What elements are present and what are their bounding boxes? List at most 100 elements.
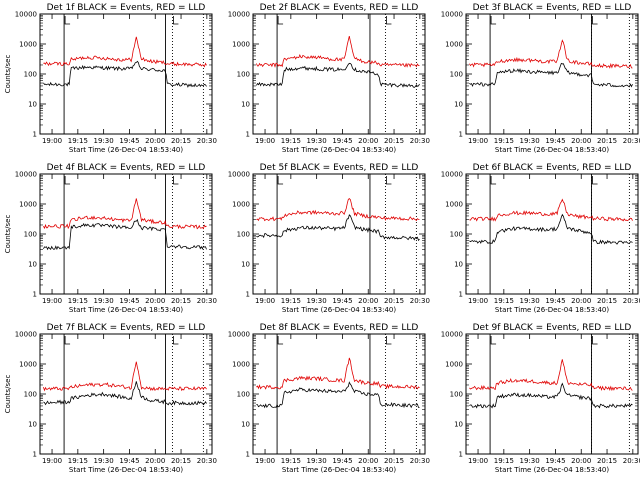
y-tick-label: 100 [237, 391, 250, 399]
panel-det-1: Det 1f BLACK = Events, RED = LLD 1 10 100 10… [4, 3, 217, 154]
x-tick-label: 20:00 [571, 457, 591, 465]
lld-series-line [43, 361, 207, 392]
x-tick-label: 20:30 [623, 457, 640, 465]
x-tick-label: 20:30 [410, 297, 430, 305]
x-tick-label: 19:15 [494, 457, 514, 465]
y-tick-label: 1 [246, 131, 250, 139]
marker-bracket [490, 336, 497, 345]
events-series-line [256, 381, 420, 409]
x-tick-label: 20:00 [145, 457, 165, 465]
marker-bracket [386, 16, 392, 25]
panel-det-2: Det 2f BLACK = Events, RED = LLD 1 10 100 10… [228, 3, 430, 154]
marker-bracket [490, 176, 497, 185]
x-tick-label: 19:45 [119, 297, 139, 305]
x-tick-label: 19:45 [545, 297, 565, 305]
x-tick-label: 19:30 [520, 137, 540, 145]
y-tick-label: 10 [28, 101, 37, 109]
events-series-line [469, 382, 633, 409]
panel-title: Det 7f BLACK = Events, RED = LLD [47, 323, 206, 333]
x-tick-label: 20:30 [623, 297, 640, 305]
x-tick-label: 19:00 [255, 137, 275, 145]
marker-bracket [64, 16, 71, 25]
x-tick-label: 19:15 [68, 457, 88, 465]
plot-frame [465, 13, 639, 135]
plot-frame [39, 173, 213, 295]
y-tick-label: 1000 [232, 41, 250, 49]
marker-bracket [386, 176, 392, 185]
x-tick-label: 19:45 [119, 457, 139, 465]
lld-series-line [256, 357, 420, 390]
x-tick-label: 20:00 [571, 137, 591, 145]
x-tick-label: 19:30 [307, 457, 327, 465]
y-tick-label: 10000 [228, 11, 250, 19]
y-tick-label: 1 [459, 451, 463, 459]
x-tick-label: 19:15 [494, 297, 514, 305]
x-tick-label: 20:15 [597, 297, 617, 305]
x-tick-label: 20:00 [358, 297, 378, 305]
y-tick-label: 1000 [445, 201, 463, 209]
plot-frame [465, 333, 639, 455]
events-series-line [43, 381, 207, 406]
y-tick-label: 10000 [441, 11, 463, 19]
events-series-line [469, 213, 633, 245]
x-tick-label: 19:15 [281, 297, 301, 305]
lld-series-line [256, 198, 420, 222]
marker-bracket [173, 16, 179, 25]
x-tick-label: 19:45 [332, 137, 352, 145]
x-tick-label: 19:45 [332, 297, 352, 305]
marker-bracket [592, 16, 598, 25]
x-tick-label: 20:00 [571, 297, 591, 305]
y-tick-label: 100 [24, 391, 37, 399]
x-tick-label: 19:15 [68, 297, 88, 305]
lld-series-line [43, 198, 207, 230]
x-tick-label: 19:30 [307, 297, 327, 305]
panel-det-5: Det 5f BLACK = Events, RED = LLD 1 10 100 10… [228, 163, 430, 314]
x-tick-label: 20:15 [384, 137, 404, 145]
y-tick-label: 100 [450, 231, 463, 239]
x-tick-label: 19:00 [42, 457, 62, 465]
x-tick-label: 19:15 [494, 137, 514, 145]
lld-series-line [469, 198, 633, 222]
x-tick-label: 20:30 [410, 137, 430, 145]
y-tick-label: 10 [454, 261, 463, 269]
marker-bracket [277, 16, 284, 25]
y-tick-label: 1000 [232, 201, 250, 209]
x-axis-label: Start Time (26-Dec-04 18:53:40) [69, 146, 183, 154]
x-tick-label: 20:30 [197, 297, 217, 305]
y-tick-label: 1 [459, 131, 463, 139]
y-tick-label: 10000 [441, 171, 463, 179]
x-tick-label: 19:00 [42, 137, 62, 145]
x-tick-label: 19:15 [281, 457, 301, 465]
x-tick-label: 19:30 [520, 457, 540, 465]
y-axis-label: Counts/sec [4, 215, 12, 254]
y-tick-label: 10 [241, 421, 250, 429]
y-tick-label: 10 [28, 421, 37, 429]
x-tick-label: 20:15 [171, 137, 191, 145]
plot-frame [252, 333, 426, 455]
x-tick-label: 20:15 [171, 297, 191, 305]
y-tick-label: 100 [450, 71, 463, 79]
y-tick-label: 10 [454, 421, 463, 429]
y-tick-label: 10000 [15, 331, 37, 339]
marker-bracket [277, 176, 284, 185]
marker-bracket [490, 16, 497, 25]
plot-frame [39, 333, 213, 455]
marker-bracket [277, 336, 284, 345]
y-tick-label: 1 [246, 291, 250, 299]
x-tick-label: 20:15 [384, 297, 404, 305]
x-tick-label: 19:00 [468, 137, 488, 145]
panel-title: Det 4f BLACK = Events, RED = LLD [47, 163, 206, 173]
marker-bracket [173, 336, 179, 345]
events-series-line [43, 60, 207, 88]
events-series-line [256, 214, 420, 242]
marker-bracket [386, 336, 392, 345]
y-tick-label: 10 [241, 101, 250, 109]
y-tick-label: 1000 [19, 201, 37, 209]
x-tick-label: 20:00 [145, 137, 165, 145]
marker-bracket [592, 336, 598, 345]
panel-det-6: Det 6f BLACK = Events, RED = LLD 1 10 100 10… [441, 163, 640, 314]
panel-det-8: Det 8f BLACK = Events, RED = LLD 1 10 100 10… [228, 323, 430, 474]
x-tick-label: 20:30 [197, 457, 217, 465]
x-tick-label: 19:45 [119, 137, 139, 145]
panel-title: Det 3f BLACK = Events, RED = LLD [473, 3, 632, 13]
